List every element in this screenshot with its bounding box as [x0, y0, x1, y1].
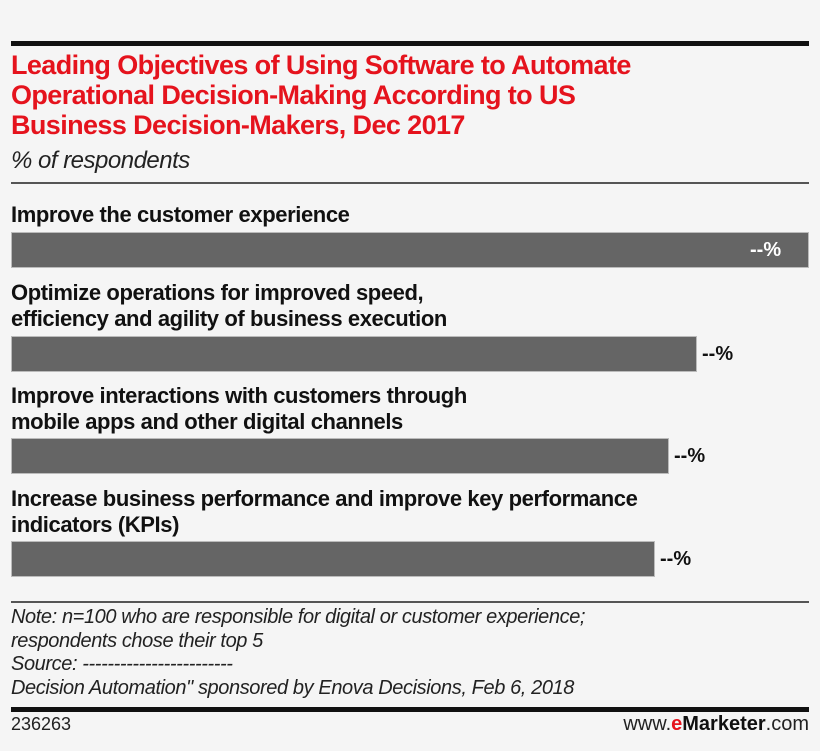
chart-note: Note: n=100 who are responsible for digi…	[11, 606, 585, 700]
bar-label: Improve the customer experience	[11, 202, 350, 228]
title-line: Leading Objectives of Using Software to …	[11, 50, 631, 80]
bar-value: --%	[660, 548, 692, 570]
footer-divider	[11, 601, 809, 603]
brand-name: Marketer	[682, 713, 766, 735]
brand-e: e	[671, 713, 683, 735]
source-line: Source: ------------------------	[11, 653, 233, 675]
chart-id: 236263	[11, 714, 72, 734]
chart-subtitle: % of respondents	[11, 147, 190, 174]
top-rule	[11, 41, 809, 46]
bar-label-line: Improve the customer experience	[11, 202, 350, 227]
bar-label: Optimize operations for improved speed, …	[11, 280, 447, 332]
note-line: respondents chose their top 5	[11, 629, 263, 652]
title-line: Operational Decision-Making According to…	[11, 80, 576, 110]
bar	[11, 336, 697, 372]
brand-prefix: www.	[623, 713, 672, 735]
bar	[11, 232, 809, 268]
bar-label: Increase business performance and improv…	[11, 486, 638, 538]
bottom-rule	[11, 707, 809, 712]
bar	[11, 541, 655, 577]
bar-label: Improve interactions with customers thro…	[11, 383, 467, 435]
note-line: Note: n=100 who are responsible for digi…	[11, 606, 586, 628]
bar-label-line: indicators (KPIs)	[11, 512, 180, 537]
bar-value: --%	[702, 343, 734, 365]
bar-label-line: efficiency and agility of business execu…	[11, 306, 447, 331]
bar-label-line: Optimize operations for improved speed,	[11, 280, 424, 305]
emarketer-logo: www.eMarketer.com	[623, 713, 809, 736]
title-line: Business Decision-Makers, Dec 2017	[11, 110, 465, 140]
brand-suffix: .com	[765, 713, 809, 735]
bar-value: --%	[750, 239, 782, 261]
chart-title: Leading Objectives of Using Software to …	[11, 50, 811, 140]
header-divider	[11, 182, 809, 184]
bar-label-line: Increase business performance and improv…	[11, 486, 638, 511]
bar-value: --%	[674, 445, 706, 467]
bar-label-line: mobile apps and other digital channels	[11, 409, 403, 434]
bar-label-line: Improve interactions with customers thro…	[11, 383, 467, 408]
source-line: Decision Automation" sponsored by Enova …	[11, 676, 575, 699]
bar	[11, 438, 669, 474]
